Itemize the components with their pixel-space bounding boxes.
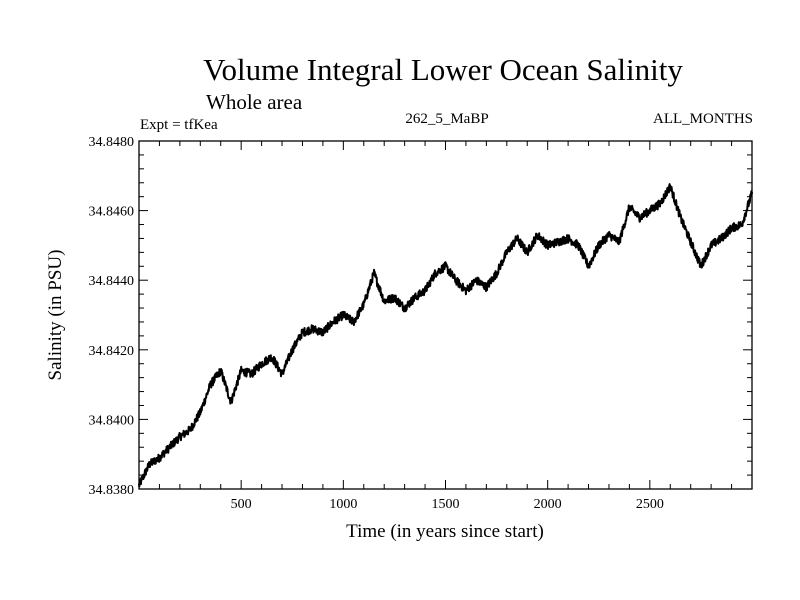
salinity-series-line [138, 183, 753, 488]
x-tick-label: 500 [231, 497, 252, 512]
y-tick-label: 34.8420 [89, 344, 135, 359]
period-label: 262_5_MaBP [405, 111, 488, 127]
x-tick-label: 1000 [329, 497, 357, 512]
y-tick-label: 34.8460 [89, 205, 135, 220]
y-axis-label: Salinity (in PSU) [45, 250, 66, 381]
y-tick-label: 34.8480 [89, 135, 135, 150]
x-axis-label: Time (in years since start) [346, 521, 544, 542]
experiment-label: Expt = tfKea [140, 117, 218, 133]
x-tick-label: 2500 [636, 497, 664, 512]
y-axis: 34.8380 34.8400 34.8420 34.8440 34.8460 34.84… [89, 135, 752, 498]
y-tick-label: 34.8380 [89, 483, 135, 498]
x-axis: 500 1000 1500 2000 2500 [158, 141, 733, 512]
y-tick-label: 34.8440 [89, 274, 135, 289]
months-label: ALL_MONTHS [653, 111, 753, 127]
chart-title: Volume Integral Lower Ocean Salinity [203, 52, 683, 87]
chart-subtitle: Whole area [206, 90, 303, 114]
y-tick-label: 34.8400 [89, 413, 135, 428]
x-tick-label: 1500 [432, 497, 460, 512]
x-tick-label: 2000 [534, 497, 562, 512]
